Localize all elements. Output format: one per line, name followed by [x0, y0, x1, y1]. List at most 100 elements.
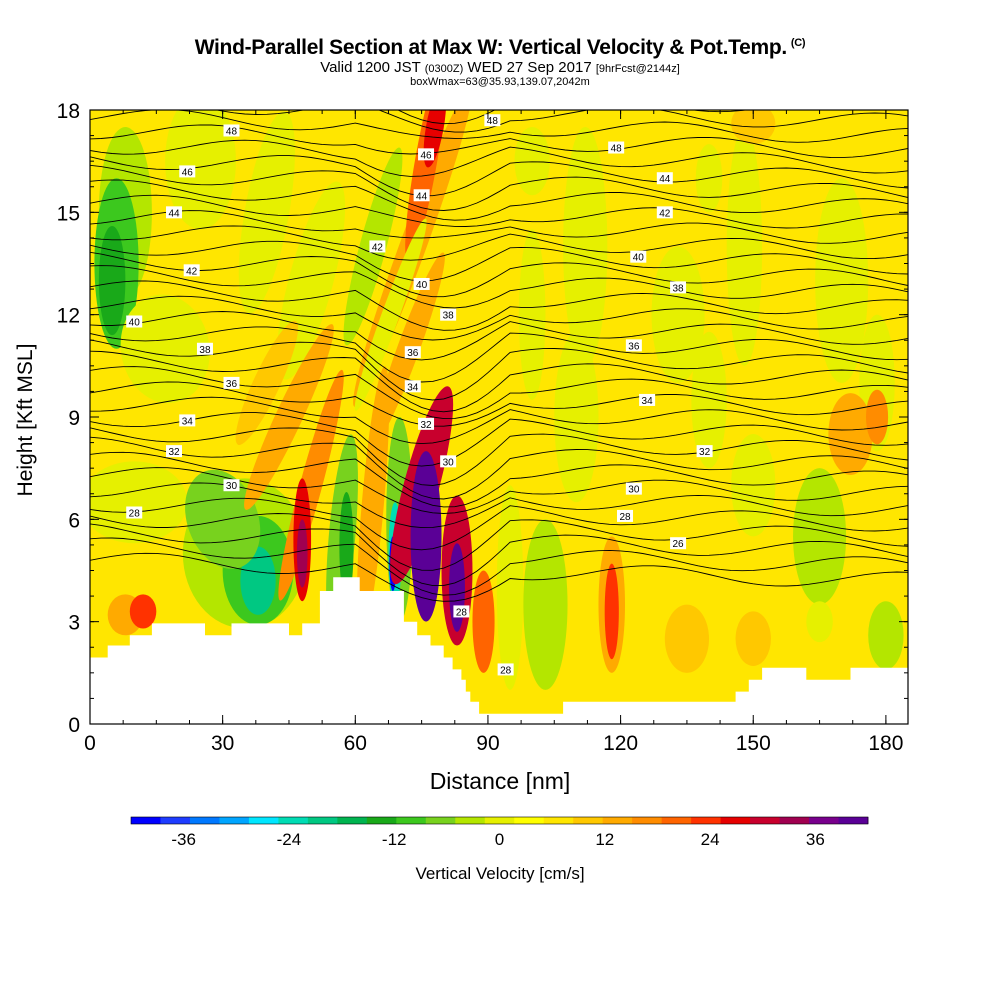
isentrope-label-bg — [453, 605, 470, 618]
isentrope-label-bg — [670, 537, 687, 550]
colorbar-swatch — [307, 817, 338, 824]
isentrope-label: 48 — [223, 124, 240, 137]
isentrope-label: 30 — [625, 482, 642, 496]
isentrope-label-text: 32 — [168, 447, 180, 458]
x-axis-label: Distance [nm] — [429, 768, 571, 794]
w-contour-cell — [815, 178, 869, 383]
x-tick-label: 90 — [476, 732, 499, 755]
isentrope-line — [90, 295, 908, 341]
isentrope-label-bg — [223, 376, 240, 389]
w-contour-cell — [423, 110, 447, 168]
isentrope-label: 48 — [484, 114, 501, 127]
w-contour-cell — [865, 389, 889, 445]
colorbar-swatch — [691, 817, 721, 824]
colorbar-tick-label: -24 — [277, 830, 302, 849]
colorbar: -36 -24 -12 0 12 24 36 — [130, 816, 869, 849]
w-contour-cell — [518, 229, 546, 400]
isentrope-label: 46 — [179, 165, 196, 178]
isentrope-label-bg — [608, 141, 625, 154]
isentrope-label: 44 — [166, 206, 183, 219]
isentrope-label-text: 26 — [673, 539, 685, 550]
w-contour-cell — [726, 127, 763, 366]
colorbar-swatch — [838, 817, 869, 824]
isentrope-label-bg — [404, 380, 421, 393]
y-tick-label: 15 — [57, 202, 80, 225]
w-contour-cell — [185, 469, 261, 569]
isentrope-label: 46 — [418, 148, 435, 161]
valid-date: WED 27 Sep 2017 — [467, 59, 592, 76]
isentrope-line — [90, 339, 908, 401]
isentrope-line — [90, 225, 908, 261]
terrain-mask — [90, 577, 908, 724]
isentrope-label-text: 40 — [416, 280, 428, 291]
colorbar-swatch — [248, 817, 279, 824]
isentrope-line — [90, 467, 908, 514]
isentrope-label-bg — [404, 346, 421, 359]
isentrope-label-text: 48 — [487, 116, 499, 127]
isentrope-label: 26 — [670, 537, 687, 550]
x-tick-label: 120 — [603, 732, 638, 755]
isentrope-label-text: 36 — [407, 348, 419, 359]
w-contour-cell — [793, 468, 847, 605]
isentrope-label-text: 36 — [628, 341, 640, 352]
isentrope-label-bg — [630, 250, 647, 263]
colorbar-swatch — [219, 817, 250, 824]
colorbar-swatch — [455, 817, 486, 824]
vertical-velocity-field — [90, 110, 908, 724]
isentrope-label-text: 30 — [226, 481, 238, 492]
isentrope-label-text: 40 — [633, 253, 645, 264]
chart-subtitle: Valid 1200 JST (0300Z) WED 27 Sep 2017 [… — [0, 59, 1000, 76]
isentrope-line — [90, 139, 908, 177]
isentrope-line — [90, 280, 908, 331]
y-tick-label: 6 — [68, 509, 80, 532]
colorbar-swatch — [189, 817, 220, 824]
w-contour-cell — [563, 127, 608, 366]
colorbar-swatch — [366, 817, 397, 824]
colorbar-swatch — [809, 817, 839, 824]
y-tick-label: 9 — [68, 407, 80, 430]
colorbar-swatch — [131, 817, 161, 824]
isentrope-label: 30 — [440, 455, 457, 468]
isentrope-label-bg — [196, 342, 213, 355]
w-contour-cell — [554, 331, 599, 503]
colorbar-frame — [130, 816, 869, 825]
colorbar-swatch — [602, 817, 633, 824]
isentrope-label-bg — [617, 509, 634, 522]
y-tick-label: 12 — [57, 305, 80, 328]
isentrope-line — [90, 155, 908, 197]
colorbar-swatch — [543, 817, 574, 824]
colorbar-tick-label: -36 — [171, 830, 196, 849]
isentrope-label: 40 — [630, 250, 647, 264]
isentrope-label-bg — [625, 339, 642, 352]
isentrope-label-text: 42 — [186, 266, 198, 277]
isentrope-label: 38 — [196, 342, 213, 356]
w-contour-cell — [806, 601, 833, 643]
w-contour-cell — [449, 543, 465, 632]
isentrope-label-bg — [223, 479, 240, 492]
isentrope-label-bg — [418, 148, 435, 161]
colorbar-swatch — [632, 817, 663, 824]
x-tick-label: 30 — [211, 732, 234, 755]
w-contour-cell — [664, 604, 710, 673]
isentrope-line — [90, 164, 908, 211]
isentrope-label-bg — [696, 445, 713, 458]
isentrope-line — [90, 497, 908, 551]
isentrope-label-text: 30 — [443, 457, 455, 468]
colorbar-tick-label: 24 — [701, 830, 720, 849]
isentrope-line — [90, 451, 908, 508]
chart-title-text: Wind-Parallel Section at Max W: Vertical… — [194, 36, 788, 59]
isentrope-label-bg — [440, 308, 457, 321]
isentrope-line — [90, 311, 908, 361]
isentrope-label: 36 — [625, 339, 642, 352]
isentrope-label-text: 28 — [129, 509, 141, 520]
w-contour-cell — [472, 570, 495, 673]
isentrope-label-text: 28 — [456, 607, 468, 618]
w-contour-cell — [98, 225, 126, 336]
colorbar-tick-label: 36 — [806, 830, 825, 849]
colorbar-swatch — [396, 817, 427, 824]
isentrope-line — [90, 110, 908, 143]
isentrope-label: 28 — [617, 509, 634, 523]
isentrope-label-text: 28 — [619, 512, 631, 523]
isentrope-label-text: 40 — [129, 317, 141, 328]
isentrope-label-text: 38 — [443, 311, 455, 322]
